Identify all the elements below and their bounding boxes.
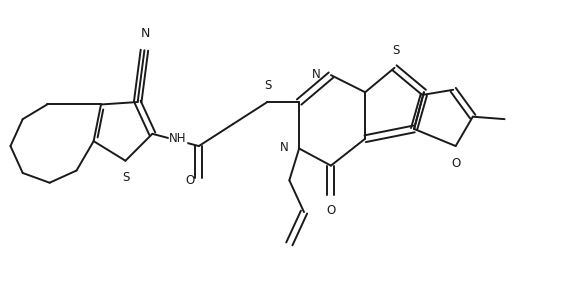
Text: N: N xyxy=(311,68,320,81)
Text: S: S xyxy=(392,44,399,57)
Text: S: S xyxy=(265,79,272,92)
Text: NH: NH xyxy=(169,132,187,146)
Text: N: N xyxy=(280,141,288,154)
Text: N: N xyxy=(140,27,149,40)
Text: O: O xyxy=(186,174,195,187)
Text: O: O xyxy=(452,157,461,170)
Text: O: O xyxy=(327,204,336,217)
Text: S: S xyxy=(122,170,130,184)
